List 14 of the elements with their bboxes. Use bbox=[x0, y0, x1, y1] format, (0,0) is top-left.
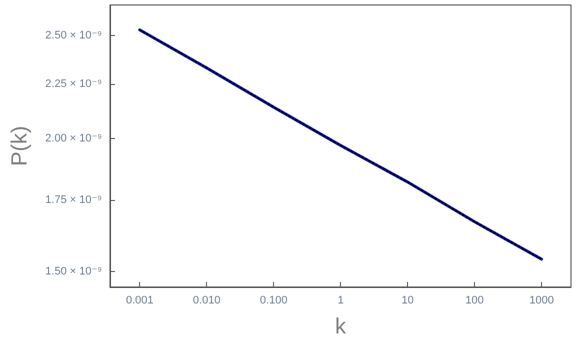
y-tick-label: 1.50 × 10⁻⁹ bbox=[45, 265, 102, 278]
x-tick-label: 100 bbox=[465, 294, 484, 306]
y-tick-label: 2.50 × 10⁻⁹ bbox=[45, 29, 102, 42]
x-axis-title: k bbox=[335, 314, 347, 338]
y-tick-label: 1.75 × 10⁻⁹ bbox=[45, 194, 102, 206]
x-tick-label: 1 bbox=[338, 294, 344, 306]
x-tick-label: 0.010 bbox=[192, 294, 220, 306]
y-axis-title: P(k) bbox=[6, 126, 32, 166]
y-tick-label: 2.25 × 10⁻⁹ bbox=[45, 78, 102, 90]
y-tick-label: 2.00 × 10⁻⁹ bbox=[45, 132, 102, 144]
x-tick-label: 0.100 bbox=[260, 294, 288, 306]
x-tick-label: 10 bbox=[401, 294, 414, 306]
x-tick-label: 0.001 bbox=[126, 294, 154, 306]
x-tick-label: 1000 bbox=[529, 294, 554, 306]
